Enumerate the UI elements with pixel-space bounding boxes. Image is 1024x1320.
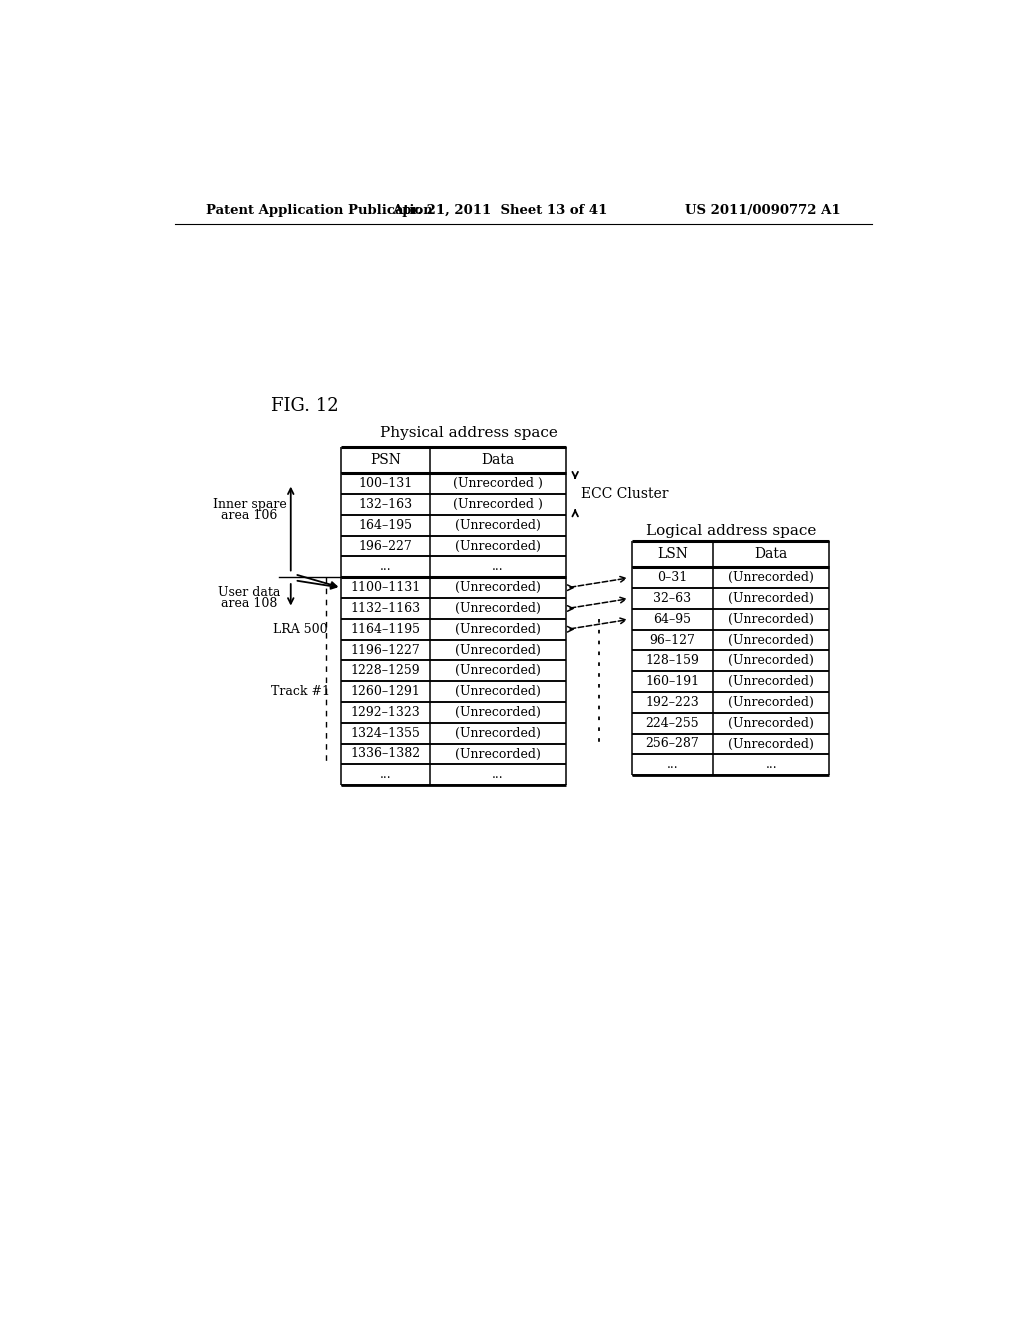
Text: (Unrecorded): (Unrecorded) <box>455 727 541 739</box>
Text: (Unrecorded): (Unrecorded) <box>455 540 541 553</box>
Text: (Unrecorded): (Unrecorded) <box>455 706 541 719</box>
Text: 256–287: 256–287 <box>645 738 699 751</box>
Text: Physical address space: Physical address space <box>380 426 558 441</box>
Text: User data: User data <box>218 586 281 599</box>
Text: (Unrecorded): (Unrecorded) <box>455 623 541 636</box>
Text: (Unrecorded): (Unrecorded) <box>728 717 814 730</box>
Text: Logical address space: Logical address space <box>646 524 816 539</box>
Text: (Unrecorded): (Unrecorded) <box>455 581 541 594</box>
Text: 100–131: 100–131 <box>358 478 413 490</box>
Text: ...: ... <box>380 561 391 573</box>
Text: 128–159: 128–159 <box>645 655 699 668</box>
Text: ...: ... <box>493 561 504 573</box>
Text: 224–255: 224–255 <box>645 717 699 730</box>
Text: Inner spare: Inner spare <box>213 498 287 511</box>
Text: (Unrecorded ): (Unrecorded ) <box>454 478 543 490</box>
Text: 164–195: 164–195 <box>358 519 413 532</box>
Text: ...: ... <box>380 768 391 781</box>
Text: 1228–1259: 1228–1259 <box>351 664 421 677</box>
Text: 1292–1323: 1292–1323 <box>351 706 421 719</box>
Text: 1324–1355: 1324–1355 <box>351 727 421 739</box>
Text: 1164–1195: 1164–1195 <box>350 623 421 636</box>
Text: 160–191: 160–191 <box>645 675 699 688</box>
Text: (Unrecorded): (Unrecorded) <box>728 572 814 585</box>
Text: Track #1: Track #1 <box>270 685 330 698</box>
Text: 1336–1382: 1336–1382 <box>350 747 421 760</box>
Text: (Unrecorded): (Unrecorded) <box>728 655 814 668</box>
Text: 64–95: 64–95 <box>653 612 691 626</box>
Text: Patent Application Publication: Patent Application Publication <box>206 205 432 218</box>
Text: (Unrecorded): (Unrecorded) <box>455 644 541 656</box>
Text: (Unrecorded): (Unrecorded) <box>728 591 814 605</box>
Text: (Unrecorded ): (Unrecorded ) <box>454 498 543 511</box>
Text: (Unrecorded): (Unrecorded) <box>455 685 541 698</box>
Text: PSN: PSN <box>371 453 401 467</box>
Text: 196–227: 196–227 <box>358 540 413 553</box>
Text: Apr. 21, 2011  Sheet 13 of 41: Apr. 21, 2011 Sheet 13 of 41 <box>392 205 607 218</box>
Text: (Unrecorded): (Unrecorded) <box>728 634 814 647</box>
Text: LRA 500: LRA 500 <box>272 623 328 636</box>
Text: (Unrecorded): (Unrecorded) <box>455 602 541 615</box>
Text: ...: ... <box>667 758 678 771</box>
Text: (Unrecorded): (Unrecorded) <box>455 519 541 532</box>
Text: Data: Data <box>755 548 787 561</box>
Text: (Unrecorded): (Unrecorded) <box>728 738 814 751</box>
Text: US 2011/0090772 A1: US 2011/0090772 A1 <box>685 205 841 218</box>
Text: ECC Cluster: ECC Cluster <box>582 487 669 502</box>
Text: 1100–1131: 1100–1131 <box>350 581 421 594</box>
Text: (Unrecorded): (Unrecorded) <box>455 664 541 677</box>
Text: 1260–1291: 1260–1291 <box>351 685 421 698</box>
Text: area 106: area 106 <box>221 508 278 521</box>
Text: (Unrecorded): (Unrecorded) <box>728 675 814 688</box>
Text: 1196–1227: 1196–1227 <box>351 644 421 656</box>
Text: (Unrecorded): (Unrecorded) <box>728 612 814 626</box>
Text: 0–31: 0–31 <box>657 572 687 585</box>
Text: 96–127: 96–127 <box>649 634 695 647</box>
Text: 1132–1163: 1132–1163 <box>350 602 421 615</box>
Text: ...: ... <box>765 758 777 771</box>
Text: Data: Data <box>481 453 515 467</box>
Text: FIG. 12: FIG. 12 <box>271 397 339 414</box>
Text: (Unrecorded): (Unrecorded) <box>728 696 814 709</box>
Text: ...: ... <box>493 768 504 781</box>
Text: 192–223: 192–223 <box>645 696 699 709</box>
Text: area 108: area 108 <box>221 597 278 610</box>
Text: (Unrecorded): (Unrecorded) <box>455 747 541 760</box>
Text: 32–63: 32–63 <box>653 591 691 605</box>
Text: LSN: LSN <box>657 548 688 561</box>
Text: 132–163: 132–163 <box>358 498 413 511</box>
